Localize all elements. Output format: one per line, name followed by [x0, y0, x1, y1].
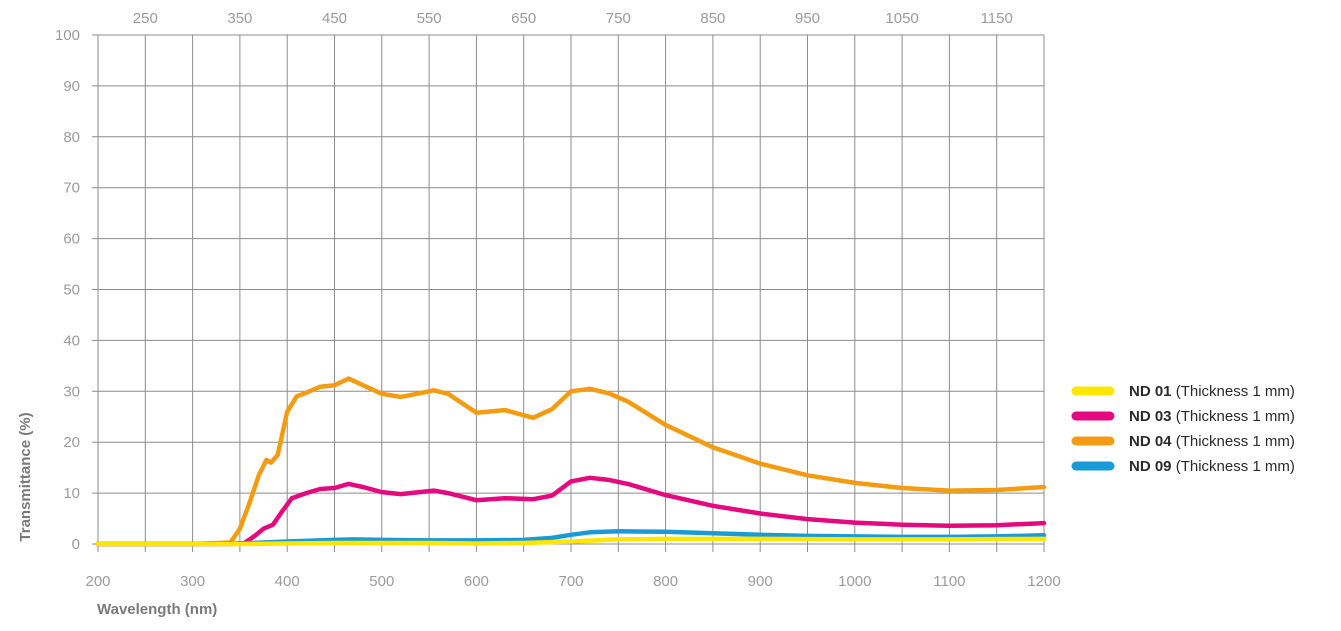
y-tick-label: 20	[63, 434, 80, 451]
x-tick-label: 600	[464, 573, 489, 590]
x-top-tick-label: 550	[417, 10, 442, 27]
y-tick-label: 40	[63, 332, 80, 349]
y-tick-label: 50	[63, 282, 80, 299]
y-tick-label: 90	[63, 78, 80, 95]
legend-item: ND 01 (Thickness 1 mm)	[1129, 383, 1295, 400]
y-tick-label: 10	[63, 485, 80, 502]
y-tick-label: 0	[72, 536, 80, 553]
series-line-nd-04	[95, 376, 1047, 547]
x-tick-label: 1000	[838, 573, 871, 590]
x-tick-label: 800	[653, 573, 678, 590]
x-tick-label: 200	[85, 573, 110, 590]
x-top-tick-label: 950	[795, 10, 820, 27]
x-top-tick-label: 750	[606, 10, 631, 27]
x-tick-label: 900	[748, 573, 773, 590]
legend-item: ND 04 (Thickness 1 mm)	[1129, 433, 1295, 450]
x-top-tick-label: 650	[511, 10, 536, 27]
y-tick-label: 100	[55, 27, 80, 44]
legend-series-name: ND 09	[1129, 458, 1172, 475]
x-top-tick-label: 450	[322, 10, 347, 27]
legend-series-name: ND 04	[1129, 433, 1172, 450]
legend-series-suffix: (Thickness 1 mm)	[1172, 433, 1295, 450]
legend-item: ND 09 (Thickness 1 mm)	[1129, 458, 1295, 475]
x-tick-label: 500	[369, 573, 394, 590]
y-tick-label: 70	[63, 180, 80, 197]
y-tick-label: 30	[63, 383, 80, 400]
x-tick-label: 400	[275, 573, 300, 590]
x-top-tick-label: 250	[133, 10, 158, 27]
legend-series-suffix: (Thickness 1 mm)	[1172, 408, 1295, 425]
legend-series-suffix: (Thickness 1 mm)	[1172, 458, 1295, 475]
y-axis-title: Transmittance (%)	[17, 412, 34, 541]
x-tick-label: 1200	[1027, 573, 1060, 590]
y-tick-label: 60	[63, 231, 80, 248]
x-top-tick-label: 1150	[981, 10, 1013, 27]
x-tick-label: 300	[180, 573, 205, 590]
x-top-tick-label: 350	[227, 10, 252, 27]
x-top-tick-label: 850	[700, 10, 725, 27]
x-tick-label: 700	[558, 573, 583, 590]
x-top-tick-label: 1050	[885, 10, 918, 27]
legend-series-name: ND 01	[1129, 383, 1172, 400]
y-tick-label: 80	[63, 129, 80, 146]
x-axis-title: Wavelength (nm)	[97, 601, 217, 618]
series-line-nd-01	[95, 536, 1047, 547]
legend-series-name: ND 03	[1129, 408, 1172, 425]
grid-lines	[92, 34, 1045, 552]
legend-item: ND 03 (Thickness 1 mm)	[1129, 408, 1295, 425]
series-line-nd-03	[95, 475, 1047, 547]
legend: ND 01 (Thickness 1 mm)ND 03 (Thickness 1…	[1071, 383, 1295, 475]
legend-series-suffix: (Thickness 1 mm)	[1172, 383, 1295, 400]
series-layer	[95, 376, 1047, 547]
series-line-nd-09	[95, 529, 1047, 547]
x-tick-label: 1100	[933, 573, 965, 590]
